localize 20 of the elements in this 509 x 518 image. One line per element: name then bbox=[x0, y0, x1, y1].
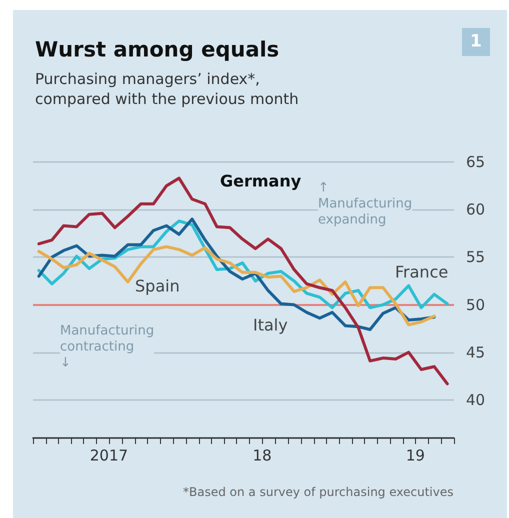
y-tick-label: 55 bbox=[466, 248, 486, 266]
series-label: France bbox=[395, 262, 448, 282]
series-label: Italy bbox=[253, 316, 288, 334]
y-tick-label: 40 bbox=[466, 390, 486, 409]
annotation: Manufacturing contracting ↓ bbox=[60, 324, 154, 370]
text: 1 bbox=[470, 32, 482, 52]
line-series bbox=[37, 176, 449, 386]
y-tick-label: 50 bbox=[466, 296, 486, 314]
annotation: ↑ Manufacturing expanding bbox=[318, 180, 412, 228]
text: *Based on a survey of purchasing executives bbox=[183, 485, 454, 499]
y-tick-label: 60 bbox=[466, 200, 486, 219]
series-label: Germany bbox=[220, 172, 302, 190]
chart-subtitle: Purchasing managers’ index*, compared with the previous month bbox=[35, 70, 299, 108]
series-label: Spain bbox=[135, 276, 180, 296]
y-tick-label: 45 bbox=[466, 343, 486, 362]
y-tick-label: 65 bbox=[466, 153, 486, 171]
x-tick-label: 2017 bbox=[90, 446, 128, 464]
chart-title: Wurst among equals bbox=[35, 38, 280, 62]
x-tick-label: 18 bbox=[252, 446, 272, 464]
x-tick-label: 19 bbox=[406, 446, 425, 464]
